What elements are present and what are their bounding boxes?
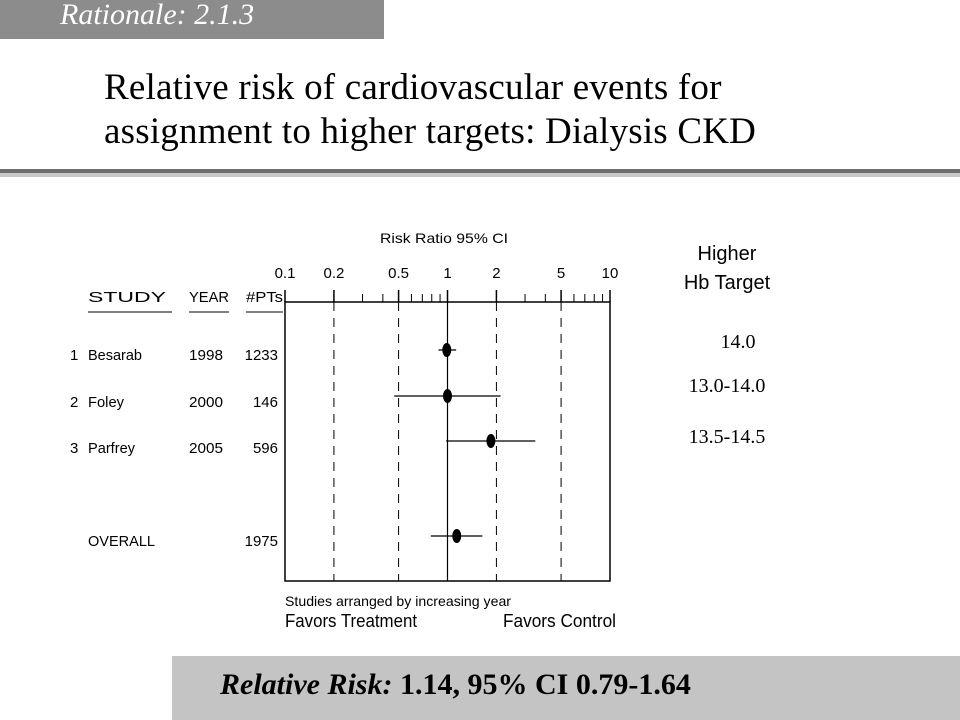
tick-label: 0.5 <box>388 265 409 282</box>
study-year: 2005 <box>189 440 223 457</box>
hb-target-header-line-1: Higher <box>697 243 757 265</box>
hb-target-value-3: 13.5-14.5 <box>688 426 766 448</box>
column-headers: STUDY YEAR #PTs <box>88 289 283 313</box>
study-number: 1 <box>70 347 78 364</box>
tick-label: 10 <box>602 265 619 282</box>
tick-label: 0.2 <box>323 265 344 282</box>
tick-label: 1 <box>443 265 451 282</box>
title-line-2: assignment to higher targets: Dialysis C… <box>104 111 757 152</box>
section-tag: Rationale: 2.1.3 <box>0 0 384 39</box>
favors-control-label: Favors Control <box>503 611 616 631</box>
study-patients: 596 <box>253 440 278 457</box>
tick-label: 0.1 <box>275 265 296 282</box>
point-estimate <box>486 434 496 448</box>
title-divider-shadow <box>0 173 960 177</box>
summary-banner: Relative Risk: 1.14, 95% CI 0.79-1.64 <box>172 656 960 720</box>
study-year: 1998 <box>189 347 223 364</box>
study-number: 2 <box>70 394 78 411</box>
summary-value: 1.14, 95% CI 0.79-1.64 <box>392 668 691 701</box>
study-name: Parfrey <box>88 440 135 457</box>
study-year: 2000 <box>189 394 223 411</box>
hb-target-header: Higher Hb Target <box>652 240 802 298</box>
tick-label: 5 <box>557 265 565 282</box>
slide-title: Relative risk of cardiovascular events f… <box>104 66 944 154</box>
study-patients: 146 <box>253 394 278 411</box>
column-header-year: YEAR <box>189 289 229 306</box>
overall-label: OVERALL <box>88 533 155 550</box>
study-name: Foley <box>88 394 124 411</box>
summary-label: Relative Risk: <box>220 668 393 701</box>
title-line-1: Relative risk of cardiovascular events f… <box>104 67 722 108</box>
axis-title: Risk Ratio 95% CI <box>380 230 508 246</box>
column-header-study: STUDY <box>88 289 166 306</box>
estimates <box>394 343 536 543</box>
study-row-1: 1 Besarab 1998 1233 <box>70 347 278 364</box>
overall-patients: 1975 <box>245 533 278 550</box>
study-row-3: 3 Parfrey 2005 596 <box>70 440 278 457</box>
study-name: Besarab <box>88 347 142 364</box>
favors-treatment-label: Favors Treatment <box>285 611 417 631</box>
tick-label: 2 <box>492 265 500 282</box>
overall-row: OVERALL 1975 <box>88 533 278 550</box>
study-number: 3 <box>70 440 78 457</box>
point-estimate <box>442 343 452 357</box>
arrangement-note: Studies arranged by increasing year <box>285 593 511 609</box>
axis-ticks <box>284 290 611 302</box>
overall-point-estimate <box>452 529 462 543</box>
column-header-pts: #PTs <box>246 289 283 306</box>
hb-target-value-2: 13.0-14.0 <box>688 375 766 397</box>
tick-labels: 0.1 0.2 0.5 1 2 5 10 <box>275 265 619 282</box>
hb-target-header-line-2: Hb Target <box>683 272 771 294</box>
summary-text: Relative Risk: 1.14, 95% CI 0.79-1.64 <box>220 668 691 702</box>
point-estimate <box>443 389 452 403</box>
study-patients: 1233 <box>245 347 278 364</box>
hb-target-value-1: 14.0 <box>720 331 756 353</box>
study-row-2: 2 Foley 2000 146 <box>70 394 278 411</box>
title-divider <box>0 169 960 173</box>
